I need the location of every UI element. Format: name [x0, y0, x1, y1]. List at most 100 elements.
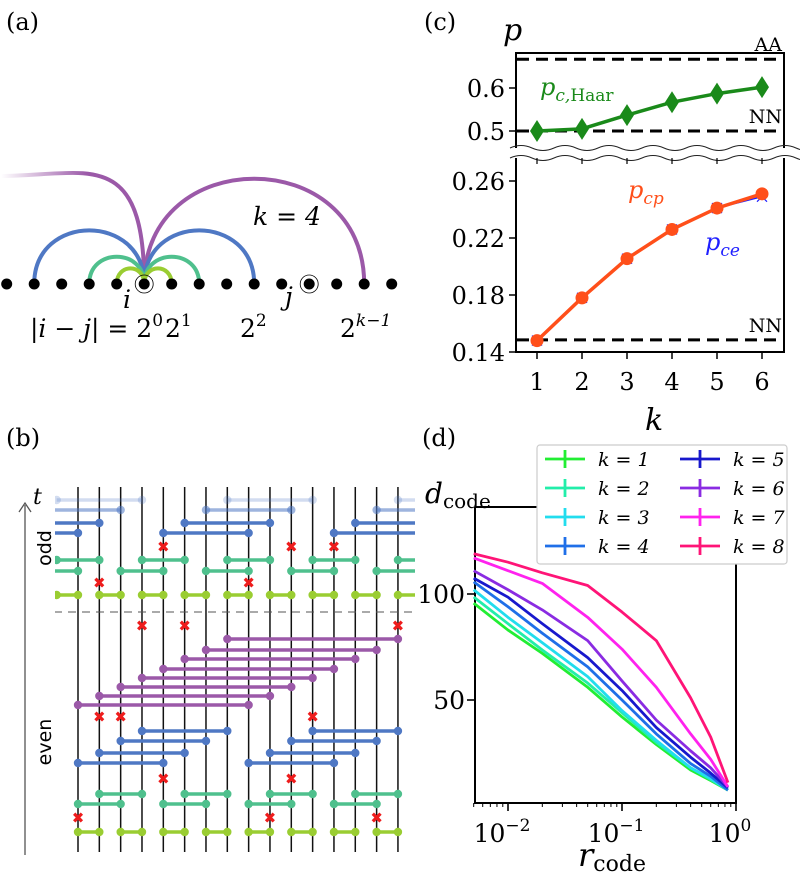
panel-a-diagram — [1, 170, 398, 294]
y-tick-label: 0.26 — [452, 168, 505, 196]
gate-node — [73, 528, 83, 538]
measurement-x-icon: ✖ — [93, 708, 106, 726]
gate-node — [436, 556, 444, 564]
gate-node — [308, 827, 317, 837]
power-2-2-label: 22 — [240, 311, 267, 343]
gate-node — [180, 555, 189, 565]
y-tick-label: 0.18 — [452, 282, 505, 310]
c-ylabel: p — [503, 13, 522, 48]
c-xlabel: k — [645, 403, 663, 438]
legend-label: k = 5 — [733, 449, 785, 471]
data-point-circle — [710, 201, 724, 215]
data-point-diamond — [575, 117, 589, 140]
lattice-site — [56, 278, 68, 290]
gate-node — [201, 505, 211, 515]
lattice-site — [303, 278, 315, 290]
legend-item: k = 8 — [680, 536, 785, 558]
gate-node — [287, 736, 296, 746]
gate-node — [201, 736, 211, 746]
gate-node — [351, 555, 360, 565]
gate-node — [95, 555, 104, 565]
measurement-x-icon: ✖ — [178, 617, 191, 635]
gate-node — [265, 789, 275, 799]
reference-label-aa: AA — [754, 34, 783, 56]
gate-node — [244, 590, 253, 600]
gate-node — [393, 789, 403, 799]
lattice-site — [1, 278, 13, 290]
gate-node — [329, 590, 339, 600]
legend-label: k = 8 — [733, 536, 785, 558]
gate-node — [351, 518, 360, 528]
y-tick-label: 0.14 — [452, 339, 505, 367]
legend-item: k = 2 — [545, 478, 650, 500]
legend-item: k = 5 — [680, 449, 785, 471]
gate-node — [287, 799, 296, 809]
legend-label: k = 4 — [598, 536, 650, 558]
lattice-site — [221, 278, 233, 290]
gate-node — [393, 827, 403, 837]
even-label: even — [34, 719, 56, 766]
series-line-k4 — [472, 580, 729, 792]
lattice-site — [358, 278, 370, 290]
gate-node — [95, 789, 104, 799]
x-tick-label: 4 — [664, 368, 679, 396]
measurement-x-icon: ✖ — [264, 809, 277, 827]
measurement-x-icon: ✖ — [306, 708, 319, 726]
measurement-x-icon: ✖ — [157, 770, 170, 788]
gate-node — [329, 566, 339, 576]
gate-node — [95, 691, 104, 701]
lattice-site — [28, 278, 40, 290]
gate-node — [180, 590, 189, 600]
gate-node — [308, 789, 317, 799]
gate-node — [137, 827, 147, 837]
gate-node — [159, 590, 168, 600]
gate-node — [223, 590, 232, 600]
gate-node — [372, 566, 381, 576]
legend-label: k = 6 — [733, 478, 785, 500]
gate-node — [329, 664, 339, 674]
x-tick-label: 2 — [574, 368, 589, 396]
gate-node — [55, 590, 61, 600]
measurement-x-icon: ✖ — [72, 809, 85, 827]
gate-node — [201, 566, 211, 576]
gate-node — [329, 799, 339, 809]
power-2-k-1-label: 2k−1 — [340, 311, 391, 343]
axis-break-wave — [509, 145, 800, 151]
gate-node — [116, 799, 125, 809]
gate-node — [116, 505, 125, 515]
legend-item: k = 6 — [680, 478, 785, 500]
gate-node — [95, 590, 104, 600]
gate-node — [287, 590, 296, 600]
d-ylabel: dcode — [425, 477, 491, 513]
panel-d-chart: 10−2 10−1 100 100 50 k = 1 k = 2 k = 3 k = 4 k = … — [417, 444, 788, 848]
gate-node — [201, 827, 211, 837]
gate-node — [73, 827, 83, 837]
panel-label-a: (a) — [6, 8, 39, 36]
connection-arc — [32, 228, 147, 285]
reference-label-nn: NN — [749, 106, 782, 128]
reference-label-nn: NN — [749, 315, 782, 337]
gate-node — [287, 566, 296, 576]
lattice-site — [111, 278, 123, 290]
gate-node — [372, 505, 381, 515]
gate-node — [116, 590, 125, 600]
lattice-site — [193, 278, 205, 290]
gate-node — [287, 827, 296, 837]
panel-label-c: (c) — [424, 8, 456, 36]
k-value-label: k = 4 — [253, 202, 321, 231]
data-point-circle — [620, 252, 634, 266]
gate-node — [351, 827, 360, 837]
connection-arc — [142, 228, 257, 285]
gate-node — [393, 590, 403, 600]
gate-node — [308, 673, 317, 683]
x-tick-label: 10−1 — [588, 816, 645, 848]
data-point-circle — [530, 334, 544, 348]
axis-break-wave — [509, 155, 800, 161]
site-i-label: i — [123, 285, 131, 314]
gate-node — [159, 664, 168, 674]
measurement-x-icon: ✖ — [93, 574, 106, 592]
x-tick-label: 10−2 — [474, 816, 531, 848]
gate-node — [244, 700, 253, 710]
gate-node — [308, 726, 317, 736]
